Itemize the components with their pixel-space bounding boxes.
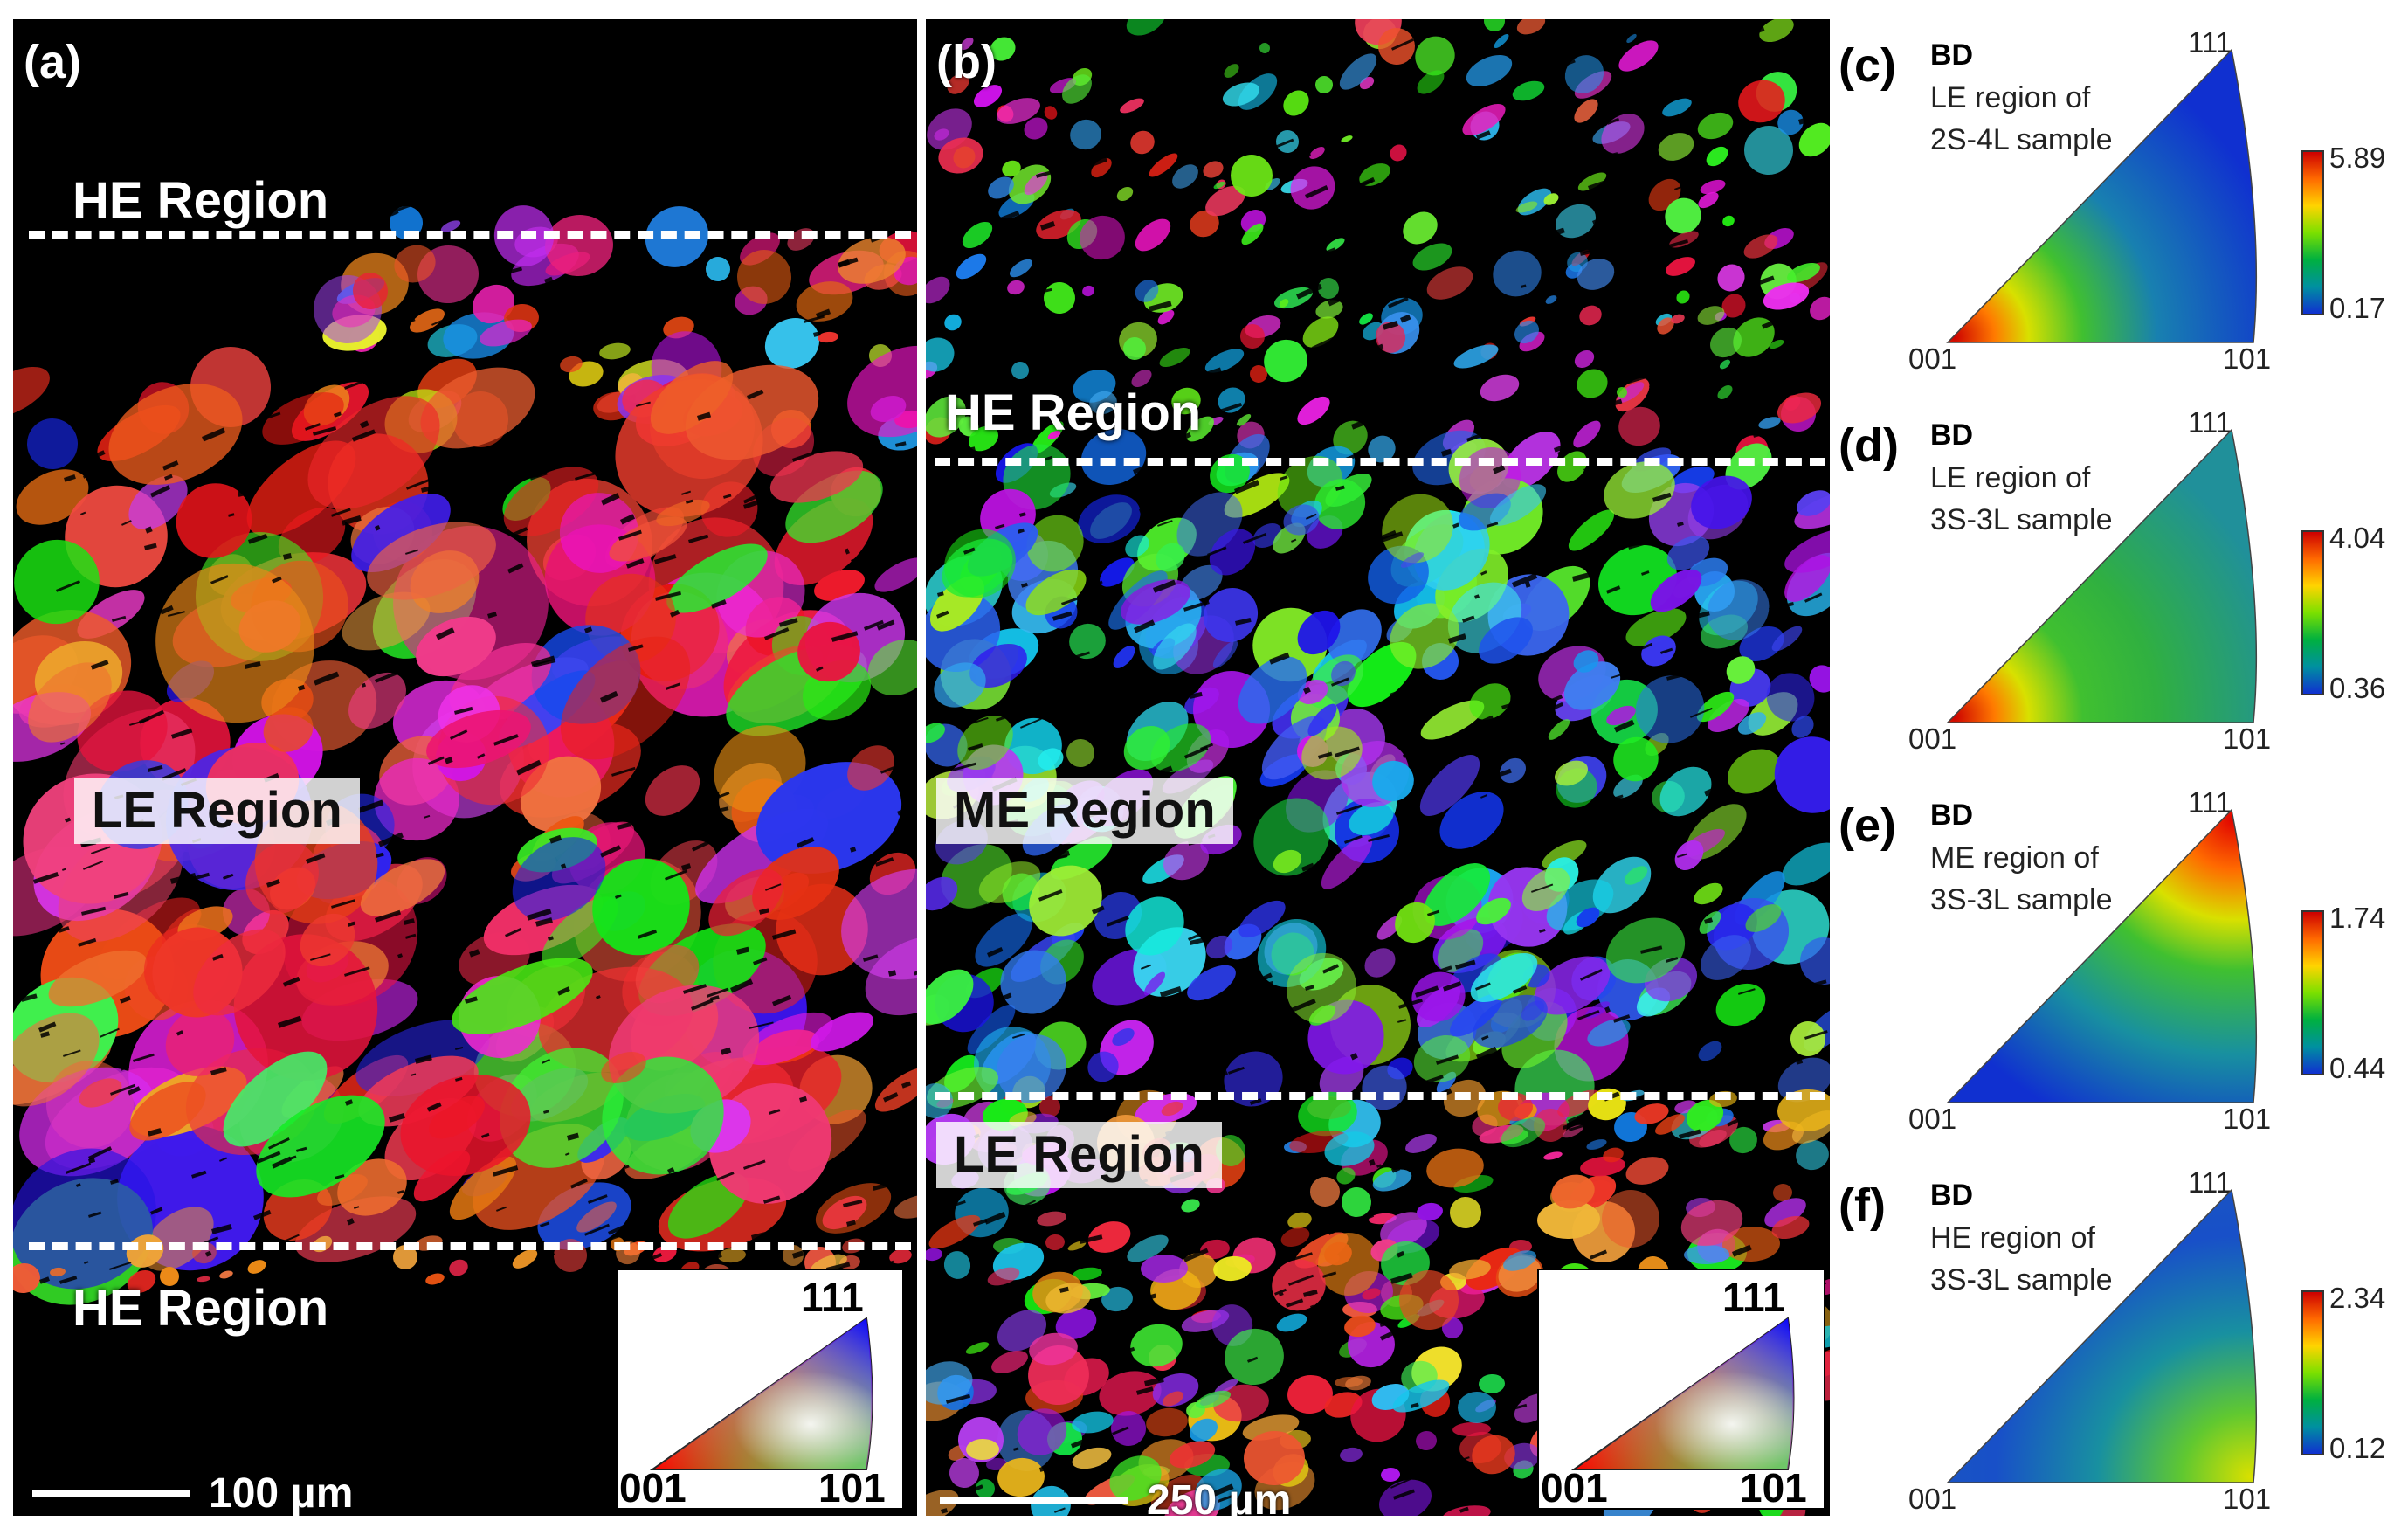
ebsd-orientation-map-b: [926, 19, 1830, 1516]
ipf-density-triangle: [1946, 48, 2258, 343]
ipf-description-line1: ME region of: [1930, 841, 2099, 875]
key-label-111-a: 111: [801, 1275, 864, 1320]
ipf-color-key-a: 111 001 101: [616, 1269, 904, 1511]
region-boundary-top: [29, 231, 911, 239]
ipf-panel-d: (d) BD LE region of 3S-3L sample 111 001 101 4…: [1839, 399, 2398, 775]
ipf-density-triangle: [1946, 1188, 2258, 1483]
ipf-triangle: [1946, 48, 2258, 343]
ipf-colorbar-min: 0.44: [2329, 1052, 2386, 1084]
region-boundary-bottom: [29, 1242, 911, 1250]
ipf-panel-label: (d): [1839, 419, 1899, 472]
key-label-001-b: 001: [1541, 1465, 1608, 1511]
ipf-colorbar: [2301, 910, 2324, 1075]
scale-bar-label-a: 100 μm: [209, 1470, 354, 1516]
ipf-corner-111: 111: [2188, 406, 2232, 439]
ipf-colorbar: [2301, 530, 2324, 695]
ipf-panel-label: (f): [1839, 1179, 1886, 1232]
scale-bar-a: 100 μm: [32, 1469, 353, 1516]
ipf-panel-label: (e): [1839, 799, 1896, 852]
ipf-triangle: [1946, 808, 2258, 1103]
ipf-colorbar-min: 0.12: [2329, 1432, 2386, 1464]
region-boundary-he-me: [935, 458, 1825, 466]
ipf-corner-001: 001: [1908, 1103, 1957, 1135]
ipf-corner-101: 101: [2223, 1483, 2272, 1515]
ebsd-orientation-map-a: [13, 25, 917, 1516]
ipf-colorbar-max: 1.74: [2329, 902, 2386, 934]
ipf-corner-001: 001: [1908, 723, 1957, 755]
ipf-corner-111: 111: [2188, 1166, 2232, 1199]
ipf-panel-label: (c): [1839, 39, 1896, 92]
key-label-111-b: 111: [1722, 1275, 1785, 1320]
ipf-colorbar: [2301, 1290, 2324, 1455]
key-label-101-a: 101: [818, 1465, 886, 1511]
ipf-description-line1: LE region of: [1930, 81, 2091, 114]
scale-bar-b: 250 μm: [940, 1476, 1291, 1516]
ipf-bd-label: BD: [1930, 1179, 1974, 1212]
panel-label-a: (a): [24, 36, 81, 88]
ipf-bd-label: BD: [1930, 418, 1974, 452]
ipf-colorbar-max: 4.04: [2329, 522, 2386, 554]
ipf-corner-101: 101: [2223, 1103, 2272, 1135]
ipf-density-triangle: [1946, 808, 2258, 1103]
ipf-corner-001: 001: [1908, 342, 1957, 375]
ipf-bd-label: BD: [1930, 38, 1974, 72]
ipf-description-line2: 3S-3L sample: [1930, 1263, 2113, 1296]
region-boundary-me-le: [935, 1092, 1825, 1100]
ipf-description-line2: 3S-3L sample: [1930, 503, 2113, 536]
ipf-corner-101: 101: [2223, 723, 2272, 755]
ipf-colorbar-max: 5.89: [2329, 142, 2386, 174]
ipf-bd-label: BD: [1930, 799, 1974, 832]
region-label-me: ME Region: [936, 778, 1233, 844]
ipf-description-line2: 3S-3L sample: [1930, 883, 2113, 916]
region-label-le-b: LE Region: [936, 1122, 1222, 1188]
region-label-he-bottom: HE Region: [72, 1280, 329, 1337]
ipf-panel-c: (c) BD LE region of 2S-4L sample 111 001 101 5…: [1839, 19, 2398, 395]
ipf-corner-111: 111: [2188, 26, 2232, 59]
scale-bar-label-b: 250 μm: [1147, 1477, 1292, 1516]
ipf-density-triangle: [1946, 428, 2258, 723]
ipf-triangle: [1946, 1188, 2258, 1483]
ipf-description-line1: LE region of: [1930, 461, 2091, 494]
key-label-101-b: 101: [1740, 1465, 1807, 1511]
region-label-he-top: HE Region: [72, 172, 329, 229]
ipf-colorbar: [2301, 150, 2324, 315]
ipf-colorbar-min: 0.36: [2329, 672, 2386, 704]
ipf-colorbar-min: 0.17: [2329, 292, 2386, 324]
ipf-color-key-b: 111 001 101: [1537, 1269, 1825, 1511]
ebsd-map-panel-a: (a) HE Region LE Region HE Region 100 μm…: [13, 19, 917, 1516]
region-label-le: LE Region: [74, 778, 360, 844]
ipf-panel-f: (f) BD HE region of 3S-3L sample 111 001 101 2…: [1839, 1159, 2398, 1535]
panel-label-b: (b): [936, 36, 997, 88]
ipf-corner-111: 111: [2188, 786, 2232, 819]
region-label-he: HE Region: [945, 384, 1202, 441]
ipf-description-line1: HE region of: [1930, 1221, 2095, 1255]
ipf-colorbar-max: 2.34: [2329, 1282, 2386, 1314]
ipf-panel-e: (e) BD ME region of 3S-3L sample 111 001 101 1…: [1839, 779, 2398, 1155]
key-label-001-a: 001: [619, 1465, 687, 1511]
ipf-description-line2: 2S-4L sample: [1930, 123, 2113, 156]
ipf-corner-101: 101: [2223, 342, 2272, 375]
ipf-triangle: [1946, 428, 2258, 723]
ebsd-map-panel-b: (b) HE Region ME Region LE Region 250 μm…: [926, 19, 1830, 1516]
ipf-corner-001: 001: [1908, 1483, 1957, 1515]
